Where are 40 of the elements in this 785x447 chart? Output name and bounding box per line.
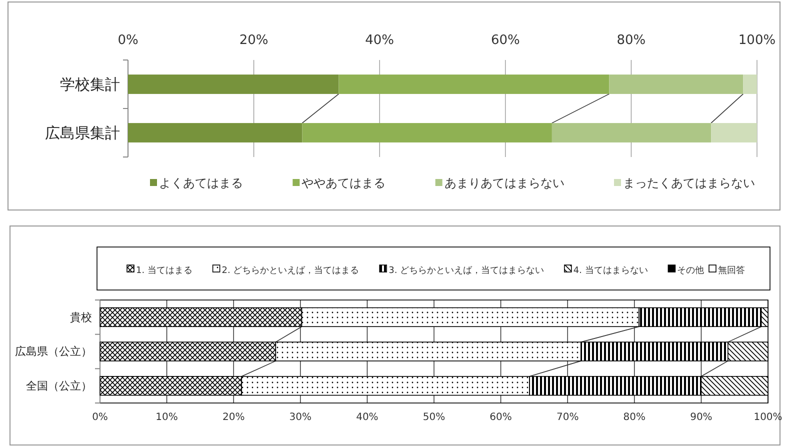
x-tick-label: 50%	[422, 412, 446, 423]
bar	[128, 74, 339, 94]
x-tick-label: 70%	[556, 412, 579, 423]
legend-label: よくあてはまる	[159, 176, 243, 190]
x-tick-label: 60%	[490, 33, 520, 48]
bar	[711, 123, 757, 142]
bar	[302, 123, 552, 142]
x-tick-label: 100%	[754, 412, 782, 423]
x-tick-label: 80%	[616, 33, 646, 48]
bar	[338, 74, 610, 94]
x-tick-label: 10%	[156, 412, 178, 423]
legend-label: 2. どちらかといえば，当てはまる	[222, 265, 360, 276]
legend-label: ややあてはまる	[302, 176, 386, 190]
x-tick-label: 40%	[356, 412, 378, 423]
x-tick-label: 100%	[738, 33, 776, 48]
y-tick-label: 全国（公立）	[26, 380, 92, 392]
legend-label: 1. 当てはまる	[136, 265, 192, 276]
bar	[609, 74, 744, 94]
y-tick-label: 貴校	[70, 310, 92, 324]
x-tick-label: 0%	[118, 33, 138, 48]
y-tick-label: 広島県集計	[45, 124, 120, 142]
bar	[743, 74, 757, 94]
x-tick-label: 60%	[490, 412, 512, 423]
legend-label: 4. 当てはまらない	[573, 265, 648, 276]
legend-label: その他	[677, 265, 704, 276]
legend-label: 3. どちらかといえば，当てはまらない	[388, 265, 544, 276]
x-tick-label: 80%	[623, 412, 646, 423]
y-tick-label: 広島県（公立）	[15, 345, 92, 358]
x-tick-label: 40%	[365, 33, 394, 48]
bar	[128, 123, 302, 142]
x-tick-label: 20%	[239, 33, 268, 48]
legend-label: あまりあてはまらない	[444, 176, 564, 190]
x-tick-label: 20%	[222, 412, 245, 423]
bar	[552, 123, 712, 142]
x-tick-label: 30%	[289, 412, 312, 423]
legend-label: まったくあてはまらない	[623, 176, 755, 190]
x-tick-label: 90%	[690, 412, 712, 423]
x-tick-label: 0%	[92, 412, 108, 423]
y-tick-label: 学校集計	[60, 75, 120, 94]
legend-label: 無回答	[718, 265, 745, 276]
